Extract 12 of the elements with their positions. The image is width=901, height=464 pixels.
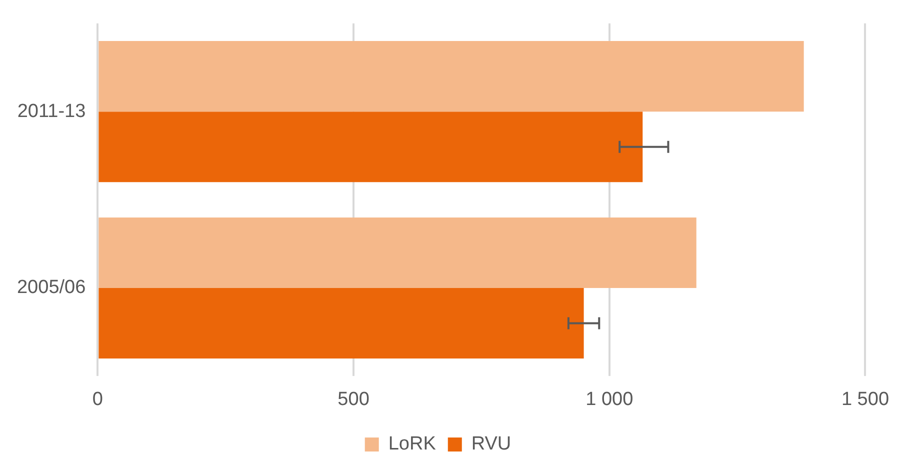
x-tick-label: 1 500 — [841, 388, 889, 410]
x-tick-label: 1 000 — [586, 388, 634, 410]
bar — [98, 217, 696, 288]
y-tick-label: 2011-13 — [17, 100, 86, 122]
x-tick-label: 0 — [92, 388, 103, 410]
legend-label: RVU — [471, 434, 512, 455]
bar — [98, 41, 804, 112]
y-tick-label: 2005/06 — [16, 277, 86, 298]
legend-label: LoRK — [388, 434, 436, 455]
bar — [98, 112, 643, 182]
x-tick-label: 500 — [338, 388, 370, 410]
bar — [98, 288, 584, 359]
